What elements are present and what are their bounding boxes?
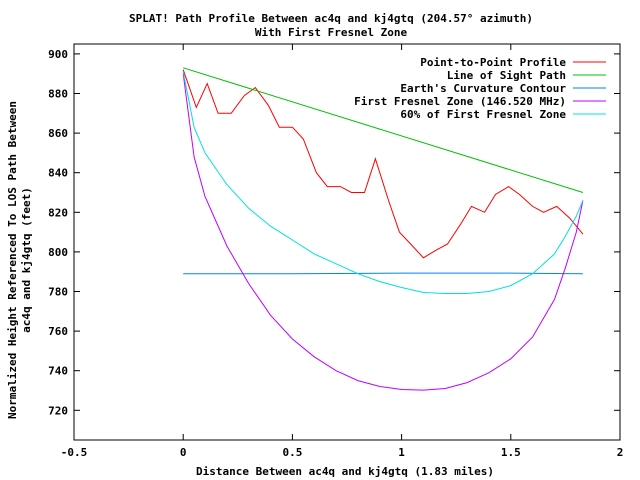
- x-tick-label: 1: [398, 446, 405, 459]
- x-tick-label: 2: [617, 446, 624, 459]
- series-line-4: [182, 73, 584, 391]
- series-line-2: [183, 67, 584, 193]
- series-line-5: [182, 71, 584, 294]
- plot-frame: [73, 43, 621, 441]
- x-tick-label: 1.5: [501, 446, 521, 459]
- series-line-3: [183, 272, 583, 275]
- axis-ticks: -0.5 0 0.5 1 1.5 2 720 740 760 780 800 820 840 860 880…: [48, 44, 623, 459]
- x-tick-label: 0: [180, 446, 187, 459]
- plot-border: [73, 43, 621, 441]
- series-line-1: [182, 69, 584, 259]
- y-axis-label-line1: Normalized Height Referenced To LOS Path…: [6, 101, 19, 419]
- x-axis-label: Distance Between ac4q and kj4gtq (1.83 m…: [196, 465, 494, 478]
- y-tick-label: 780: [48, 286, 68, 299]
- y-axis-label-line2: ac4q and kj4gtq (feet): [20, 187, 33, 333]
- y-tick-label: 820: [48, 206, 68, 219]
- legend-label: 60% of First Fresnel Zone: [400, 108, 566, 121]
- y-tick-label: 720: [48, 404, 68, 417]
- y-tick-label: 840: [48, 167, 68, 180]
- chart-title: SPLAT! Path Profile Between ac4q and kj4…: [129, 12, 533, 25]
- chart-subtitle: With First Fresnel Zone: [255, 26, 408, 39]
- y-tick-label: 800: [48, 246, 68, 259]
- legend-label: Earth's Curvature Contour: [400, 82, 566, 95]
- y-tick-label: 760: [48, 325, 68, 338]
- y-tick-label: 900: [48, 48, 68, 61]
- series-lines: [182, 67, 584, 391]
- legend-label: Point-to-Point Profile: [420, 56, 566, 69]
- y-tick-label: 860: [48, 127, 68, 140]
- x-tick-label: -0.5: [61, 446, 88, 459]
- x-tick-label: 0.5: [282, 446, 302, 459]
- y-tick-label: 880: [48, 88, 68, 101]
- legend-label: First Fresnel Zone (146.520 MHz): [354, 95, 566, 108]
- legend-label: Line of Sight Path: [447, 69, 566, 82]
- y-tick-label: 740: [48, 365, 68, 378]
